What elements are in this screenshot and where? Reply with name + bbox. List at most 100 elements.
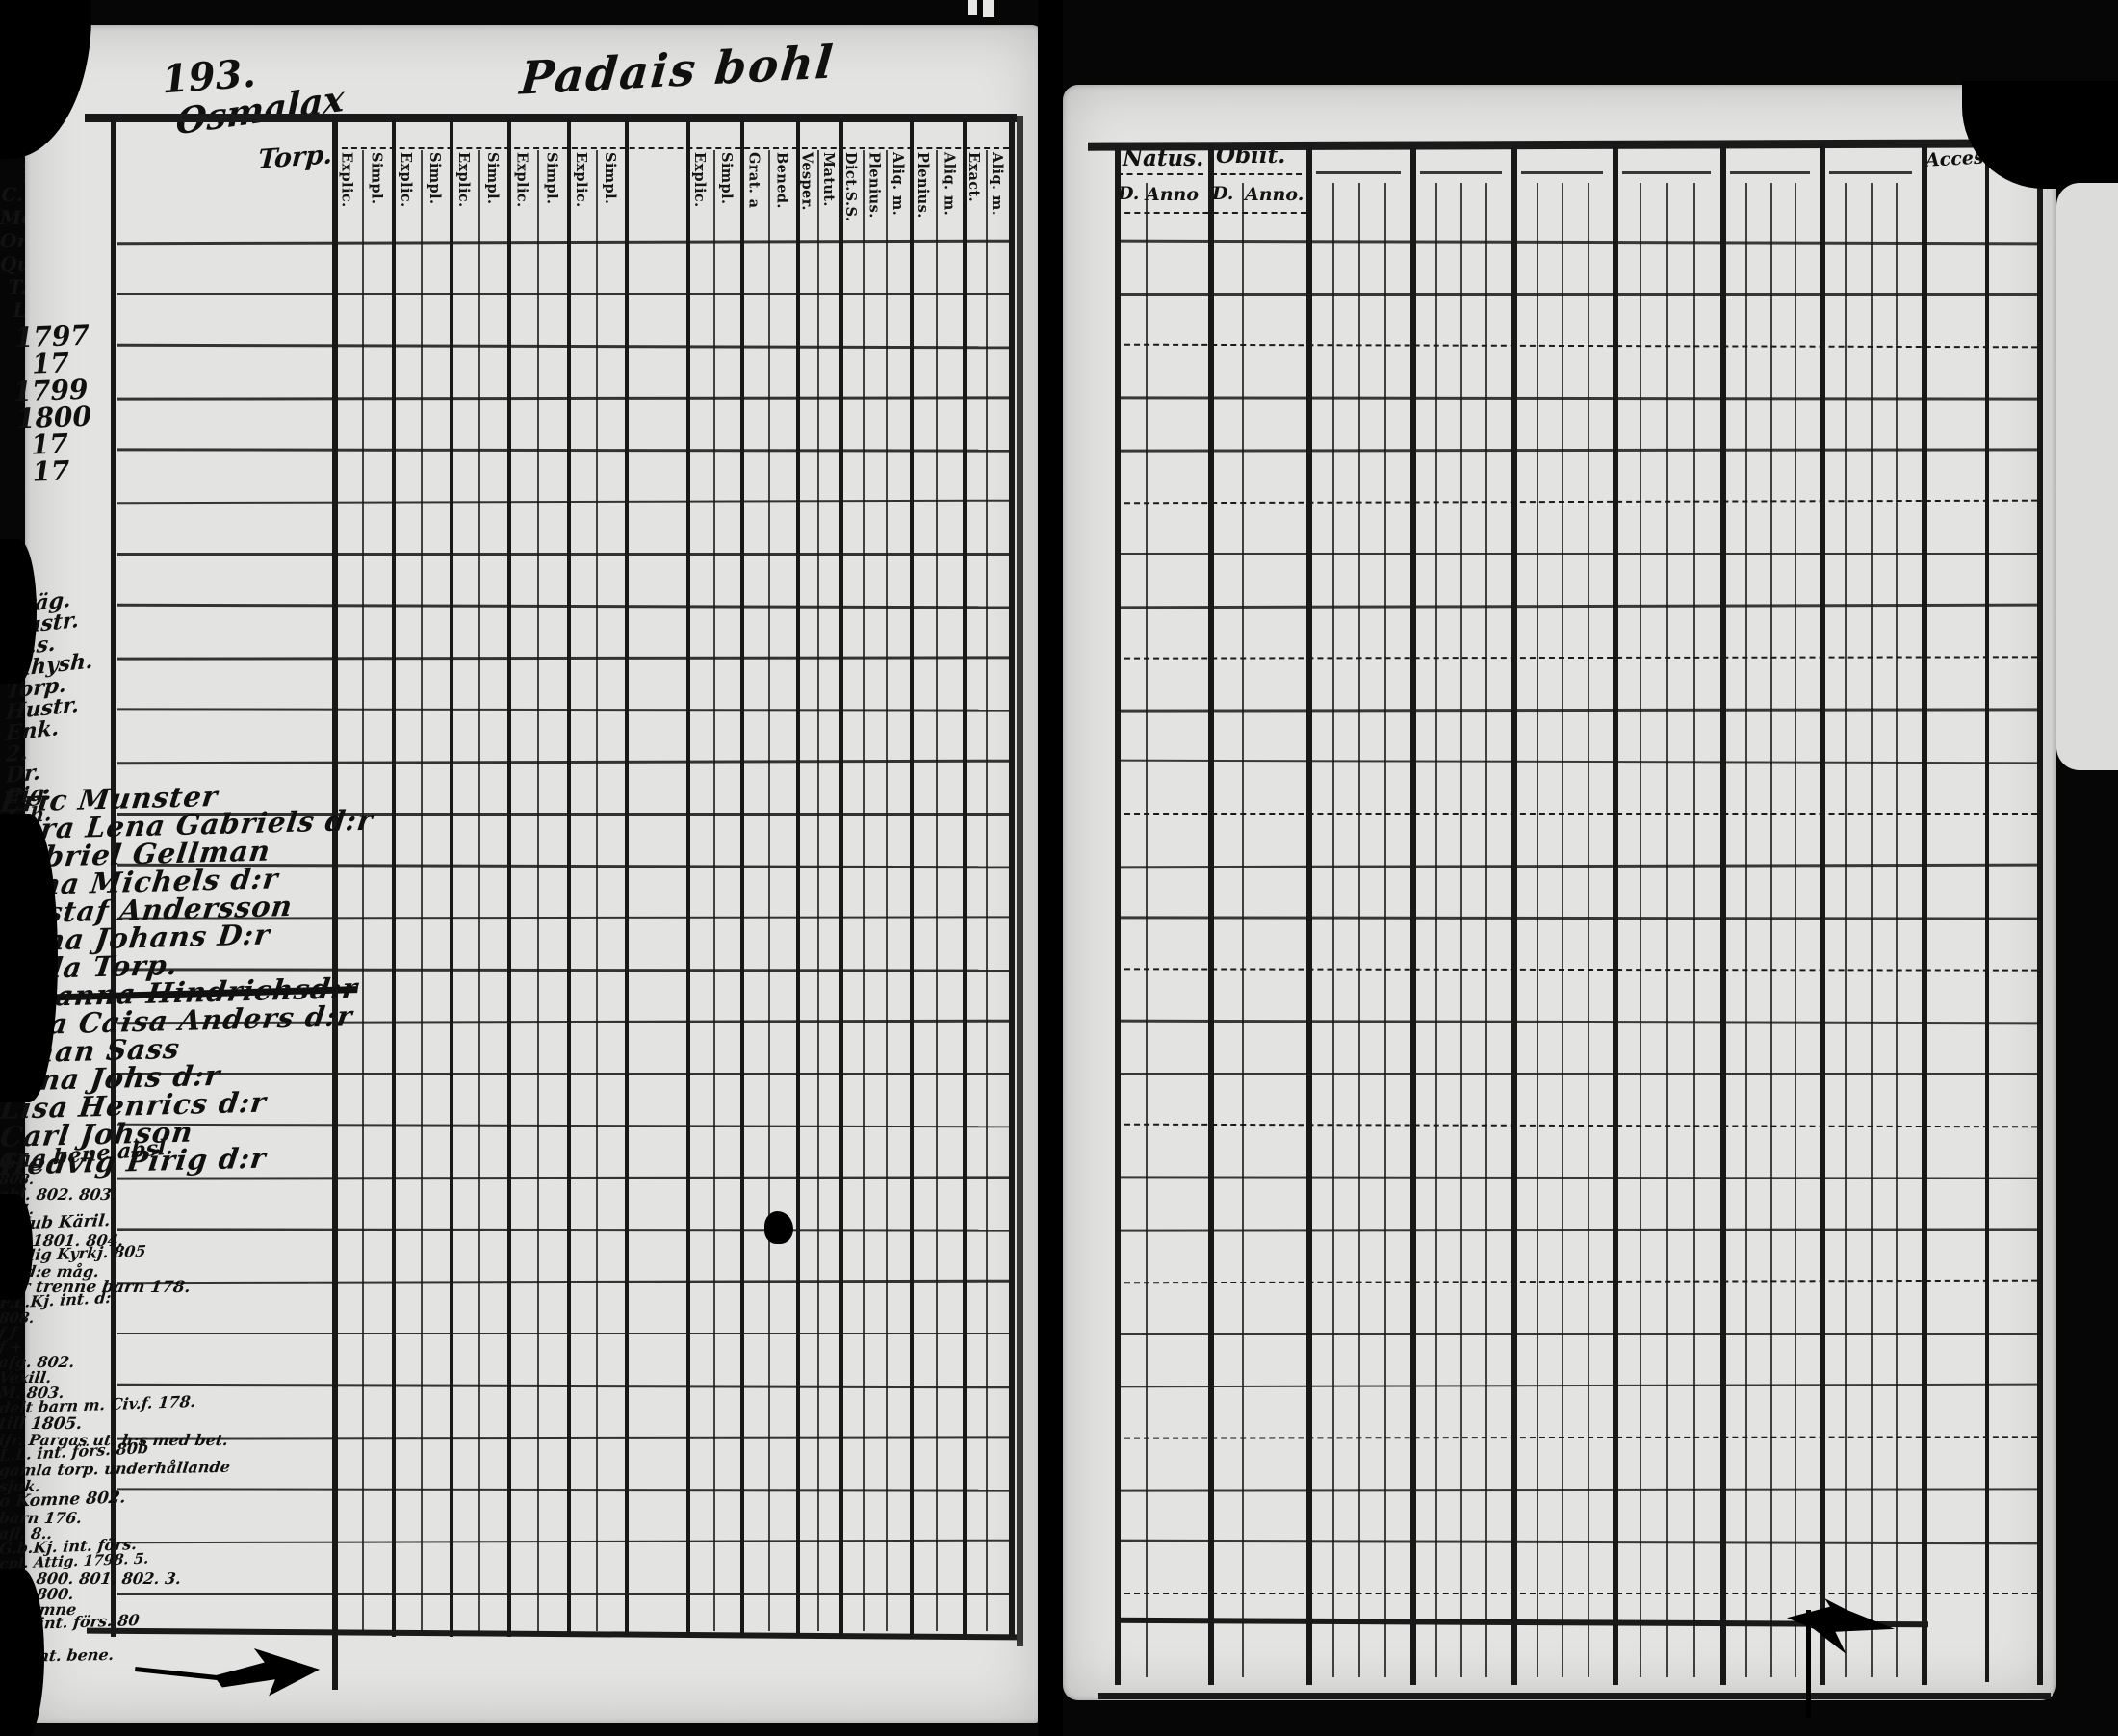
year-underline [1316, 171, 1401, 174]
sub-column-line [362, 150, 364, 1631]
edge-shadow-blob [0, 539, 37, 684]
sub-header: Dict.S.S. [842, 152, 860, 222]
subheader-day-obiit: D. [1212, 183, 1234, 204]
column-line [1511, 144, 1517, 1685]
row-line [1115, 553, 2037, 555]
sub-header: Explic. [455, 152, 472, 208]
column-line [1720, 144, 1726, 1685]
sub-header: Simpl. [368, 152, 385, 205]
row-line [117, 293, 1009, 295]
page-bottom-edge-line [1098, 1693, 2051, 1699]
year-underline [1622, 171, 1711, 174]
sub-column-line [713, 150, 715, 1631]
column-line [1820, 144, 1825, 1685]
column-line [2037, 144, 2043, 1685]
sub-header: Aliq. m. [889, 152, 906, 217]
sub-header: Matut. [819, 152, 837, 207]
column-line [332, 117, 338, 1690]
sub-column-line [596, 150, 598, 1631]
sub-column-line [1871, 183, 1873, 1677]
left-page [25, 25, 1042, 1723]
sub-column-line [1435, 183, 1437, 1677]
sub-column-line [1588, 183, 1589, 1677]
sub-column-line [1770, 183, 1772, 1677]
sub-column-line [1242, 183, 1244, 1677]
sub-column-line [936, 150, 938, 1631]
header-underline [1211, 173, 1302, 175]
header-underline [332, 147, 1009, 149]
sub-header: Simpl. [543, 152, 560, 205]
column-line [839, 117, 843, 1637]
sub-column-line [1358, 183, 1360, 1677]
year-underline [1829, 171, 1912, 174]
sub-header: Plenius. [914, 152, 931, 219]
ink-blot [764, 1211, 793, 1244]
column-line [567, 117, 571, 1637]
sub-header: Simpl. [426, 152, 443, 205]
subheader-day-natus: D. [1118, 183, 1140, 204]
header-underline [1117, 173, 1203, 175]
sub-column-line [1485, 183, 1487, 1677]
column-line [1922, 144, 1927, 1685]
year-label: 17 [31, 454, 71, 488]
sub-column-line [1845, 183, 1847, 1677]
sub-column-line [537, 150, 539, 1631]
year-underline [1420, 171, 1502, 174]
column-line [1985, 146, 1989, 1682]
row-line [1115, 1593, 2037, 1594]
column-line [910, 117, 914, 1637]
row-line [117, 1593, 1009, 1595]
sub-column-line [478, 150, 480, 1631]
edge-shadow-blob [0, 814, 58, 1102]
next-page-edge [2056, 183, 2118, 770]
sub-column-line [1745, 183, 1747, 1677]
column-line [1115, 144, 1121, 1685]
sub-column-line [986, 150, 988, 1631]
row-line [117, 1333, 1009, 1334]
sub-header: Simpl. [602, 152, 618, 205]
sub-header: Aliq. m. [941, 152, 958, 217]
sub-column-line [1795, 183, 1796, 1677]
column-line [111, 117, 116, 1637]
column-line [796, 117, 800, 1637]
row-line [117, 1073, 1009, 1075]
sub-header: Grat. a [745, 152, 762, 209]
column-line [1009, 117, 1015, 1637]
column-line [1208, 144, 1214, 1685]
subheader-anno-obiit: Anno. [1245, 184, 1304, 205]
column-line [450, 117, 453, 1637]
film-tick [968, 0, 977, 15]
row-line [1115, 813, 2037, 815]
row-line [1115, 293, 2037, 296]
column-line [1410, 144, 1416, 1685]
sub-column-line [1896, 183, 1898, 1677]
sub-column-line [421, 150, 423, 1631]
column-line [1306, 144, 1312, 1685]
row-line [1115, 1333, 2037, 1335]
sub-column-line [1384, 183, 1386, 1677]
column-line [740, 117, 744, 1637]
table-top-border [85, 114, 1017, 122]
year-underline [1521, 171, 1603, 174]
sub-header: Plenius. [865, 152, 883, 219]
sub-header: Aliq. m. [989, 152, 1005, 217]
page-edge-dark [1017, 116, 1023, 1646]
sub-header: Exact. [966, 152, 982, 203]
column-header-natus: Natus. [1123, 145, 1204, 171]
column-line [686, 117, 690, 1637]
sub-header: Vesper. [798, 152, 815, 211]
sub-column-line [768, 150, 770, 1631]
column-line [507, 117, 511, 1637]
sub-header: Explic. [398, 152, 414, 208]
sub-column-line [1666, 183, 1668, 1677]
sub-column-line [1562, 183, 1563, 1677]
sub-header: Simpl. [718, 152, 735, 205]
edge-shadow-blob [0, 1194, 33, 1300]
row-line [117, 553, 1009, 556]
section-heading-torp: Torp. [257, 140, 334, 175]
right-page [1063, 85, 2056, 1700]
sub-header: Explic. [691, 152, 708, 208]
edge-shadow-blob [0, 1569, 44, 1736]
